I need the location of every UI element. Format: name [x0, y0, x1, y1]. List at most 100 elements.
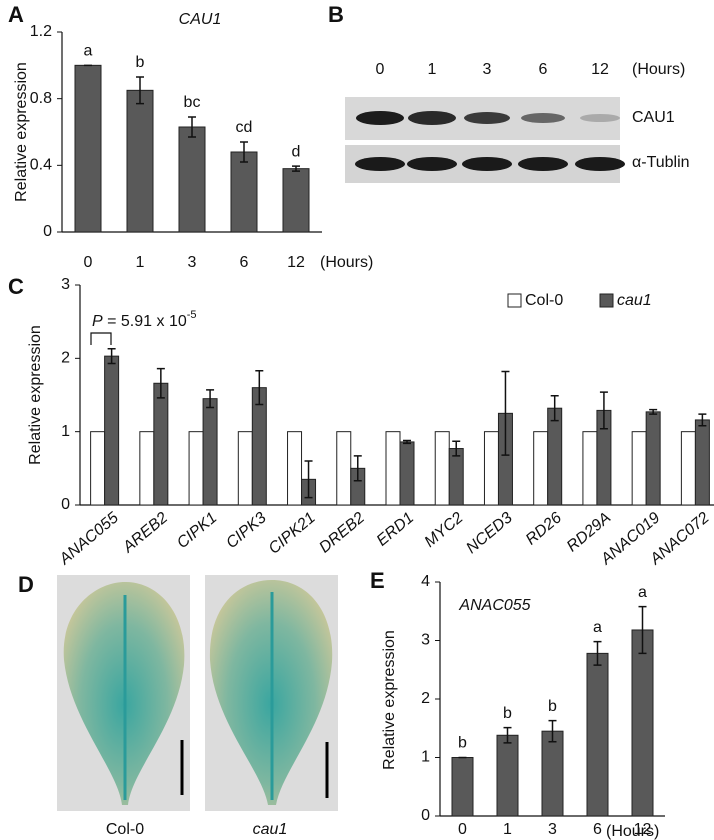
- panel-label: D: [18, 572, 34, 597]
- blot-row-label: α-Tublin: [632, 154, 690, 171]
- bar: [230, 151, 258, 233]
- x-tick-label: 3: [188, 254, 197, 271]
- bar: [496, 734, 519, 817]
- bar: [645, 411, 661, 506]
- x-tick-label: CIPK3: [223, 509, 269, 552]
- bar: [139, 431, 155, 506]
- error-bar: [188, 116, 196, 138]
- significance-letter: b: [548, 698, 557, 715]
- lane-label: 6: [539, 61, 548, 78]
- x-tick-label: RD26: [523, 509, 565, 548]
- bar: [202, 398, 218, 506]
- error-bar: [304, 460, 313, 499]
- chart-title: CAU1: [179, 11, 222, 28]
- y-tick-label: 1.2: [30, 23, 52, 40]
- y-axis-label: Relative expression: [13, 62, 30, 202]
- x-tick-label: 6: [593, 821, 602, 838]
- error-bar: [503, 726, 512, 744]
- bar: [336, 431, 352, 506]
- x-unit: (Hours): [320, 254, 373, 271]
- bar: [385, 431, 401, 506]
- x-tick-label: 3: [548, 821, 557, 838]
- chart-title: ANAC055: [458, 597, 530, 614]
- x-tick-label: CIPK1: [174, 509, 220, 552]
- x-tick-label: CIPK21: [266, 509, 319, 557]
- leaf-image: [205, 575, 338, 811]
- error-bar: [240, 141, 248, 163]
- error-bar: [156, 367, 165, 399]
- x-tick-label: 12: [287, 254, 305, 271]
- y-axis-label: Relative expression: [381, 630, 398, 770]
- bar: [74, 64, 102, 233]
- bar: [547, 407, 563, 506]
- panel-label: E: [370, 568, 385, 593]
- significance-letter: b: [136, 54, 145, 71]
- lane-label: 3: [483, 61, 492, 78]
- x-tick-label: 6: [240, 254, 249, 271]
- y-tick-label: 4: [421, 573, 430, 590]
- x-tick-label: 0: [458, 821, 467, 838]
- bar: [451, 757, 474, 817]
- y-tick-label: 2: [421, 690, 430, 707]
- bar: [483, 431, 499, 506]
- panel-label: B: [328, 2, 344, 27]
- sample-label: Col-0: [106, 821, 144, 838]
- sample-label: cau1: [253, 821, 288, 838]
- x-tick-label: NCED3: [463, 509, 516, 557]
- significance-letter: d: [292, 143, 301, 160]
- x-tick-label: ERD1: [374, 509, 418, 549]
- blot-row-label: CAU1: [632, 109, 675, 126]
- error-bar: [638, 605, 647, 655]
- x-tick-label: 0: [84, 254, 93, 271]
- significance-letter: a: [638, 584, 647, 601]
- significance-letter: a: [593, 619, 602, 636]
- significance-letter: bc: [184, 94, 201, 111]
- bar: [448, 448, 464, 506]
- bar: [434, 431, 450, 506]
- error-bar: [550, 394, 559, 422]
- x-unit: (Hours): [606, 823, 659, 840]
- leaf-image: [57, 575, 190, 811]
- error-bar: [136, 76, 144, 105]
- y-tick-label: 3: [61, 276, 70, 293]
- bar: [126, 89, 154, 233]
- y-tick-label: 0.4: [30, 157, 52, 174]
- legend-swatch: [507, 293, 522, 308]
- bar: [178, 126, 206, 233]
- x-tick-label: ANAC055: [56, 509, 122, 568]
- bar: [237, 431, 253, 506]
- panel-label: A: [8, 2, 24, 27]
- bar: [631, 629, 654, 817]
- bracket: [90, 332, 112, 345]
- bar: [680, 431, 696, 506]
- legend-label: cau1: [617, 292, 652, 309]
- p-exponent: -5: [187, 309, 197, 321]
- error-bar: [452, 440, 461, 457]
- bar: [582, 431, 598, 506]
- lane-label: 0: [376, 61, 385, 78]
- bar: [282, 168, 310, 233]
- y-tick-label: 0: [43, 223, 52, 240]
- blot: [345, 97, 625, 183]
- bar: [586, 652, 609, 817]
- error-bar: [501, 370, 510, 456]
- y-tick-label: 2: [61, 350, 70, 367]
- error-bar: [107, 348, 116, 365]
- legend-swatch: [599, 293, 614, 308]
- x-tick-label: 1: [503, 821, 512, 838]
- x-tick-label: DREB2: [316, 509, 368, 556]
- y-tick-label: 0: [421, 807, 430, 824]
- unit-label: (Hours): [632, 61, 685, 78]
- error-bar: [548, 719, 557, 743]
- bar: [631, 431, 647, 506]
- lane-label: 12: [591, 61, 609, 78]
- panel-label: C: [8, 274, 24, 299]
- y-tick-label: 0.8: [30, 90, 52, 107]
- bar: [153, 382, 169, 506]
- y-tick-label: 1: [421, 749, 430, 766]
- p-symbol: P: [92, 313, 103, 330]
- error-bar: [292, 165, 300, 172]
- error-bar: [255, 370, 264, 406]
- bar: [399, 441, 415, 506]
